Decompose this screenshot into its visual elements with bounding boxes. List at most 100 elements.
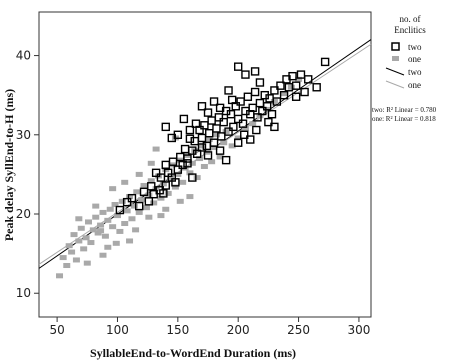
data-point-two	[209, 138, 219, 147]
data-point-two	[224, 86, 233, 95]
data-point-two	[188, 173, 197, 182]
data-point-two	[139, 187, 149, 197]
data-point-two	[127, 193, 137, 203]
data-point-one	[159, 181, 167, 187]
data-point-two	[291, 92, 301, 101]
data-point-one	[188, 160, 196, 166]
data-point-two	[320, 57, 330, 67]
data-point-one	[65, 243, 73, 249]
data-point-two	[224, 127, 233, 136]
data-point-two	[161, 181, 170, 190]
data-point-two	[304, 75, 313, 84]
data-point-one	[171, 184, 179, 190]
data-point-two	[270, 86, 279, 95]
data-point-two	[200, 121, 209, 130]
data-point-one	[135, 171, 143, 177]
data-point-two	[262, 102, 272, 111]
data-point-one	[135, 209, 143, 215]
data-point-one	[222, 129, 230, 135]
data-point-one	[200, 163, 208, 169]
data-point-one	[176, 198, 184, 204]
data-point-one	[287, 84, 295, 90]
data-point-two	[248, 103, 257, 113]
data-point-one	[150, 200, 158, 206]
data-point-one	[59, 255, 67, 261]
data-point-two	[215, 146, 225, 155]
data-point-one	[92, 214, 100, 220]
data-point-two	[215, 103, 225, 113]
data-point-one	[126, 194, 134, 200]
data-point-one	[295, 76, 303, 82]
data-point-one	[118, 198, 126, 204]
data-point-one	[212, 132, 220, 138]
data-point-two	[226, 109, 236, 119]
data-point-one	[270, 99, 278, 105]
data-point-two	[185, 125, 195, 135]
data-point-two	[197, 143, 207, 152]
data-point-two	[156, 173, 166, 182]
r2-annotation-two: two: R² Linear = 0.780	[372, 106, 437, 114]
data-point-two	[236, 97, 245, 106]
data-point-two	[258, 106, 267, 116]
data-point-one	[109, 224, 117, 230]
data-point-one	[104, 244, 112, 250]
data-point-one	[132, 227, 140, 233]
data-point-two	[214, 113, 224, 122]
data-point-one	[138, 197, 146, 203]
data-point-one	[164, 190, 172, 196]
data-point-two	[197, 102, 207, 111]
x-axis-title: SyllableEnd-to-WordEnd Duration (ms)	[90, 346, 296, 360]
legend-label-two-line: two	[408, 67, 422, 77]
data-point-one	[198, 143, 206, 149]
data-point-one	[97, 228, 105, 234]
data-point-one	[241, 125, 249, 131]
data-point-one	[72, 257, 80, 263]
data-point-two	[135, 201, 144, 211]
data-point-one	[82, 235, 90, 241]
data-point-one	[147, 160, 155, 166]
data-point-one	[109, 186, 117, 192]
data-point-two	[221, 155, 231, 165]
data-point-two	[233, 138, 243, 147]
r2-annotation-one: one: R² Linear = 0.818	[372, 115, 436, 123]
data-point-one	[152, 146, 160, 152]
data-point-one	[75, 216, 83, 222]
data-point-two	[253, 113, 262, 122]
data-point-two	[296, 70, 306, 79]
legend-label-one-line: one	[408, 80, 421, 90]
data-point-two	[115, 205, 125, 215]
data-point-one	[167, 176, 175, 182]
data-point-two	[168, 157, 178, 166]
data-point-one	[126, 238, 134, 244]
data-point-two	[159, 189, 168, 198]
data-point-two	[173, 165, 183, 174]
data-point-two	[212, 124, 221, 133]
data-point-one	[196, 156, 204, 162]
data-point-one	[99, 209, 107, 215]
data-point-one	[113, 213, 121, 219]
data-point-one	[111, 202, 119, 208]
data-point-two	[250, 67, 260, 76]
data-point-one	[205, 137, 213, 143]
data-point-one	[77, 225, 85, 231]
data-point-one	[133, 189, 141, 195]
legend-marker-two	[391, 42, 400, 51]
data-point-one	[104, 217, 112, 223]
data-point-one	[174, 171, 182, 177]
data-point-one	[63, 263, 71, 269]
data-point-two	[147, 182, 156, 191]
data-point-two	[288, 71, 297, 81]
data-point-two	[272, 97, 282, 106]
data-point-one	[130, 203, 138, 209]
data-point-two	[246, 135, 255, 144]
data-point-one	[157, 195, 165, 201]
data-point-one	[157, 213, 165, 219]
data-point-one	[83, 260, 91, 266]
data-point-one	[142, 205, 150, 211]
data-point-one	[121, 221, 129, 227]
x-tick-label: 300	[347, 323, 370, 337]
data-point-two	[171, 178, 180, 187]
data-point-two	[243, 92, 253, 101]
data-point-two	[205, 129, 214, 138]
data-point-one	[101, 233, 109, 239]
